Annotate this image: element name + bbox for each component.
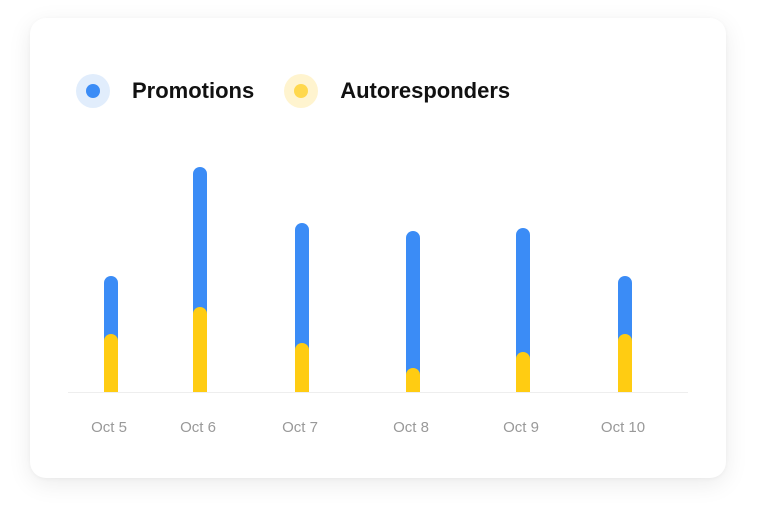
bar-autoresponders-oct-8[interactable]	[406, 368, 420, 392]
legend-item-autoresponders[interactable]: Autoresponders	[284, 74, 510, 108]
legend-item-promotions[interactable]: Promotions	[76, 74, 254, 108]
x-tick-label: Oct 9	[503, 419, 539, 436]
bar-promotions-oct-8[interactable]	[406, 231, 420, 375]
bar-promotions-oct-7[interactable]	[295, 223, 309, 350]
bar-autoresponders-oct-5[interactable]	[104, 334, 118, 392]
bar-promotions-oct-6[interactable]	[193, 167, 207, 314]
bar-autoresponders-oct-6[interactable]	[193, 307, 207, 392]
x-tick-label: Oct 8	[393, 419, 429, 436]
x-tick-label: Oct 10	[601, 419, 645, 436]
bar-promotions-oct-9[interactable]	[516, 228, 530, 359]
chart-legend: Promotions Autoresponders	[76, 74, 540, 108]
x-tick-label: Oct 6	[180, 419, 216, 436]
chart-card: Promotions Autoresponders	[30, 18, 726, 478]
bar-promotions-oct-5[interactable]	[104, 276, 118, 341]
legend-marker-promotions	[76, 74, 110, 108]
x-tick-label: Oct 5	[91, 419, 127, 436]
legend-dot-promotions	[86, 84, 100, 98]
x-tick-label: Oct 7	[282, 419, 318, 436]
legend-label-autoresponders: Autoresponders	[340, 78, 511, 103]
bar-autoresponders-oct-10[interactable]	[618, 334, 632, 392]
legend-marker-autoresponders	[284, 74, 319, 108]
legend-label-promotions: Promotions	[132, 78, 255, 103]
bar-autoresponders-oct-9[interactable]	[516, 352, 530, 392]
bar-autoresponders-oct-7[interactable]	[295, 343, 309, 392]
legend-dot-autoresponders	[294, 84, 309, 98]
bar-promotions-oct-10[interactable]	[618, 276, 632, 341]
